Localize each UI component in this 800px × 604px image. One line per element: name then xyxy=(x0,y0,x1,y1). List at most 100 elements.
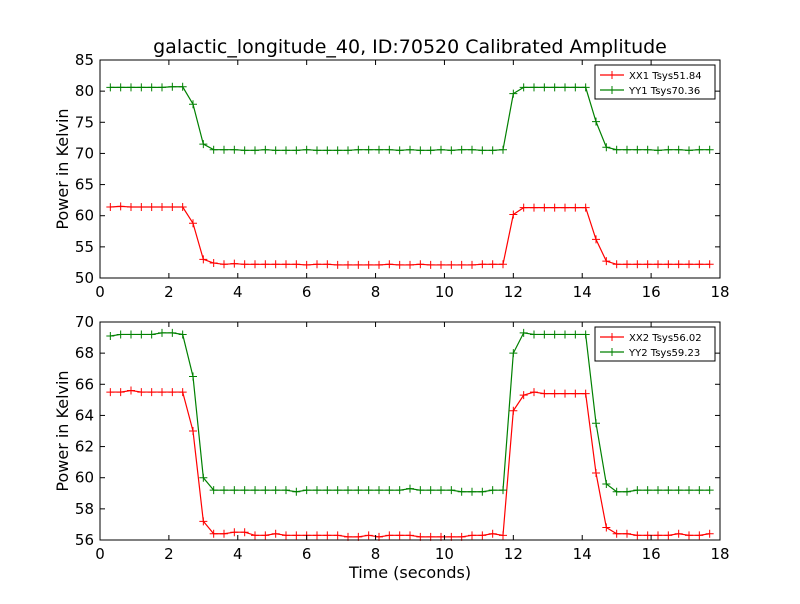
chart-title: galactic_longitude_40, ID:70520 Calibrat… xyxy=(153,36,667,58)
x-tick-label: 12 xyxy=(504,545,523,563)
data-point xyxy=(127,330,135,339)
data-point xyxy=(633,260,642,269)
data-point xyxy=(344,146,352,155)
data-point xyxy=(385,145,394,154)
data-point xyxy=(499,260,507,269)
data-point xyxy=(189,372,197,381)
data-point xyxy=(375,260,383,269)
data-point xyxy=(261,145,270,154)
legend-label: YY1 Tsys70.36 xyxy=(628,86,700,97)
data-point xyxy=(592,469,600,478)
data-point xyxy=(147,330,156,339)
data-point xyxy=(602,257,611,266)
data-point xyxy=(137,330,146,339)
data-point xyxy=(561,203,569,212)
data-point xyxy=(240,146,249,155)
data-point xyxy=(261,260,270,269)
data-point xyxy=(519,83,528,92)
data-point xyxy=(447,260,456,269)
data-point xyxy=(240,528,249,537)
data-point xyxy=(385,486,394,495)
data-point xyxy=(571,389,580,398)
data-point xyxy=(344,260,352,269)
data-point xyxy=(271,260,280,269)
y-tick-label: 64 xyxy=(75,406,94,424)
data-point xyxy=(313,260,321,269)
data-point xyxy=(478,487,487,496)
y-tick-label: 85 xyxy=(75,51,94,69)
data-point xyxy=(674,145,683,154)
data-point xyxy=(643,145,652,154)
data-point xyxy=(199,473,208,482)
data-point xyxy=(127,386,135,395)
x-tick-label: 10 xyxy=(435,283,454,301)
x-tick-label: 14 xyxy=(573,283,592,301)
data-point xyxy=(323,531,332,540)
data-point xyxy=(313,146,321,155)
data-point xyxy=(468,260,476,269)
data-point xyxy=(385,531,394,540)
data-point xyxy=(178,388,187,397)
data-point xyxy=(457,487,466,496)
y-axis-label: Power in Kelvin xyxy=(53,370,72,491)
data-point xyxy=(571,203,580,212)
data-point xyxy=(447,146,456,155)
data-point xyxy=(220,145,228,154)
data-point xyxy=(168,328,177,337)
data-point xyxy=(333,146,342,155)
data-point xyxy=(468,531,476,540)
data-point xyxy=(220,486,228,495)
data-point xyxy=(437,260,445,269)
data-point xyxy=(240,260,249,269)
data-point xyxy=(540,203,549,212)
data-point xyxy=(416,146,425,155)
data-point xyxy=(354,486,363,495)
data-point xyxy=(261,486,270,495)
data-point xyxy=(695,486,704,495)
data-point xyxy=(654,486,662,495)
data-point xyxy=(488,486,497,495)
data-point xyxy=(189,219,197,228)
x-tick-label: 16 xyxy=(642,283,661,301)
data-point xyxy=(313,531,321,540)
plot-frame xyxy=(99,321,721,541)
data-point xyxy=(302,486,311,495)
data-point xyxy=(530,388,538,397)
data-point xyxy=(530,203,538,212)
data-point xyxy=(674,486,683,495)
data-point xyxy=(705,486,714,495)
data-point xyxy=(468,145,476,154)
data-point xyxy=(364,145,373,154)
data-point xyxy=(189,100,197,109)
legend-label: XX1 Tsys51.84 xyxy=(629,71,702,82)
data-point xyxy=(106,83,115,92)
legend-box xyxy=(594,326,716,362)
y-tick-label: 58 xyxy=(75,500,94,518)
data-point xyxy=(643,260,652,269)
data-point xyxy=(137,83,146,92)
data-point xyxy=(602,523,611,532)
data-point xyxy=(147,83,156,92)
x-tick-label: 4 xyxy=(233,283,243,301)
x-tick-label: 14 xyxy=(573,545,592,563)
data-point xyxy=(426,260,435,269)
data-point xyxy=(633,486,642,495)
data-point xyxy=(561,83,569,92)
data-point xyxy=(612,529,621,538)
data-point xyxy=(540,83,549,92)
data-point xyxy=(323,486,332,495)
data-point xyxy=(251,531,259,540)
data-point xyxy=(344,486,352,495)
data-point xyxy=(302,260,311,269)
data-point xyxy=(633,145,642,154)
data-point xyxy=(509,89,518,98)
y-tick-label: 60 xyxy=(75,469,94,487)
data-point xyxy=(602,479,611,488)
data-point xyxy=(333,486,342,495)
data-point xyxy=(437,145,445,154)
y-tick-label: 65 xyxy=(75,176,94,194)
data-point xyxy=(209,145,218,154)
data-point xyxy=(364,260,373,269)
legend-marker xyxy=(608,333,616,341)
data-point xyxy=(416,486,425,495)
